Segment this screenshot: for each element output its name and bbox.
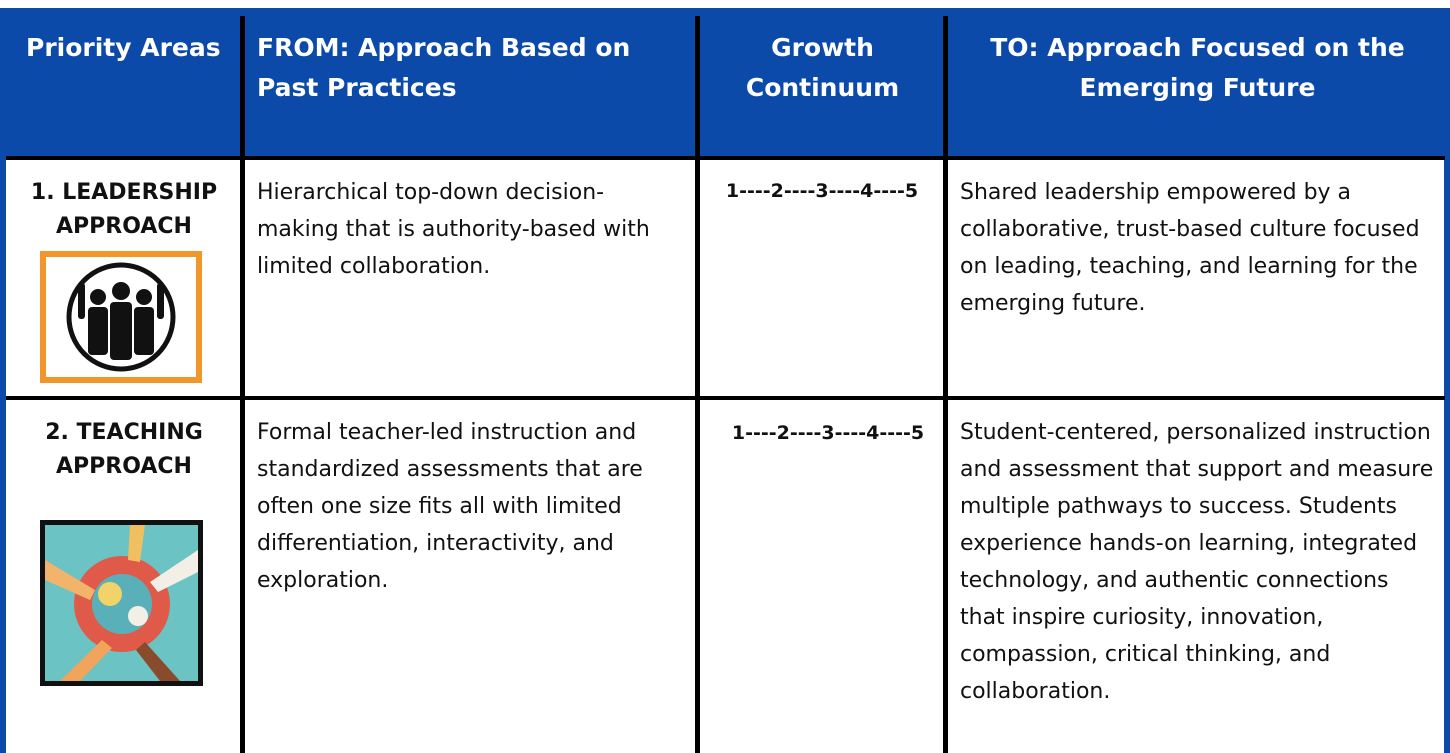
area-label: 1. LEADERSHIP APPROACH <box>30 180 218 239</box>
area-label: 2. TEACHING APPROACH <box>45 420 203 479</box>
to-text: Student-centered, personalized instructi… <box>960 420 1434 704</box>
leadership-icon <box>40 251 202 383</box>
left-border <box>0 8 6 753</box>
header-cell: TO: Approach Focused on the Emerging Fut… <box>990 33 1405 102</box>
header-cell: Priority Areas <box>26 33 221 62</box>
column-divider <box>240 16 245 753</box>
teaching-icon <box>40 520 203 686</box>
header-cell: FROM: Approach Based on Past Practices <box>257 33 631 102</box>
column-divider <box>943 16 948 753</box>
to-text: Shared leadership empowered by a collabo… <box>960 180 1420 316</box>
right-border <box>1444 8 1450 753</box>
continuum: 1----2----3----4----5 <box>725 180 919 202</box>
from-text: Formal teacher-led instruction and stand… <box>257 420 643 593</box>
row-divider <box>6 156 1445 160</box>
row-divider <box>6 396 1445 400</box>
from-text: Hierarchical top-down decision-making th… <box>257 180 650 279</box>
header-cell: Growth Continuum <box>745 33 900 102</box>
column-divider <box>695 16 700 753</box>
continuum: 1----2----3----4----5 <box>731 422 925 444</box>
